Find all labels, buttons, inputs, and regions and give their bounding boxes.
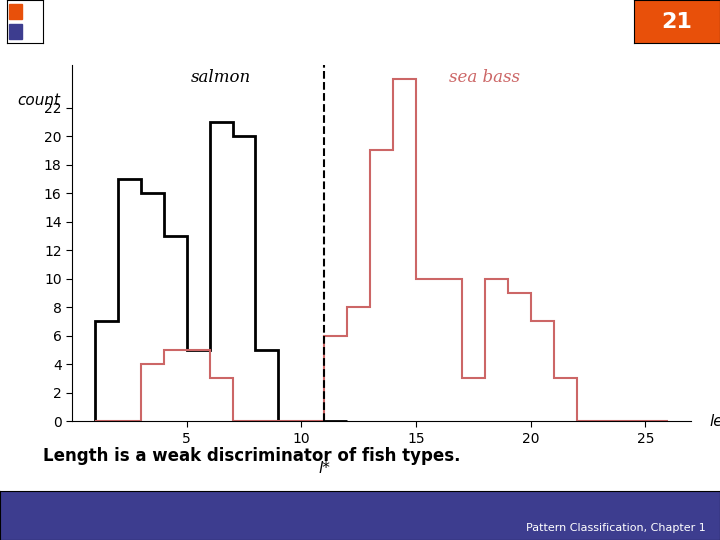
Bar [9, 24, 22, 39]
Text: Pattern Classification, Chapter 1: Pattern Classification, Chapter 1 [526, 523, 706, 533]
Text: sea bass: sea bass [449, 69, 521, 86]
Text: count: count [17, 93, 60, 109]
Text: 21: 21 [662, 11, 692, 32]
Text: length: length [709, 414, 720, 429]
Text: l*: l* [318, 461, 330, 476]
Bar [9, 4, 22, 19]
Text: Length is a weak discriminator of fish types.: Length is a weak discriminator of fish t… [43, 447, 461, 465]
Text: salmon: salmon [191, 69, 251, 86]
